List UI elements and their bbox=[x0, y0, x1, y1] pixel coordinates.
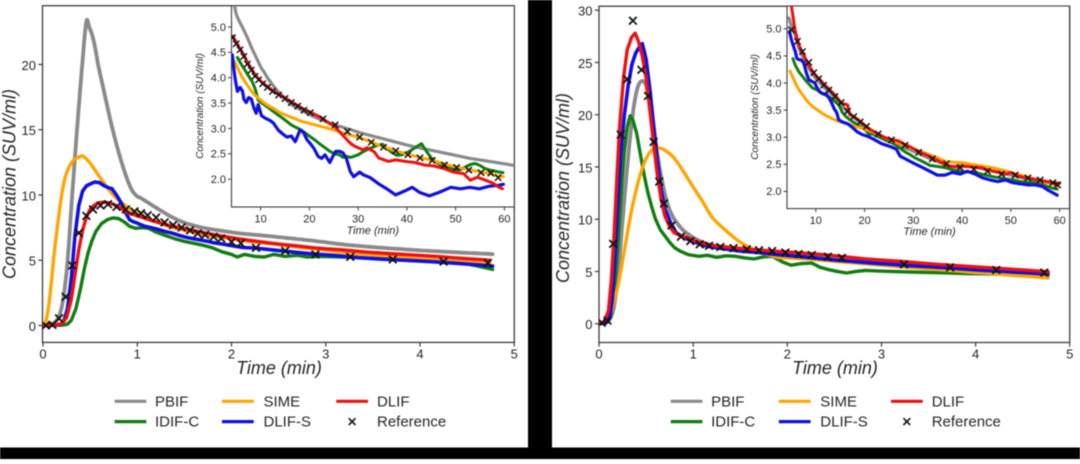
svg-text:DLIF-S: DLIF-S bbox=[264, 414, 312, 431]
svg-text:Reference: Reference bbox=[377, 414, 446, 431]
svg-text:1: 1 bbox=[690, 346, 697, 361]
svg-text:PBIF: PBIF bbox=[155, 393, 188, 410]
svg-text:30: 30 bbox=[907, 215, 919, 227]
svg-text:10: 10 bbox=[810, 215, 822, 227]
svg-text:5: 5 bbox=[511, 346, 518, 361]
svg-text:3.0: 3.0 bbox=[211, 123, 226, 135]
svg-text:Concentration (SUV/ml): Concentration (SUV/ml) bbox=[0, 89, 20, 279]
svg-text:30: 30 bbox=[352, 213, 364, 225]
svg-text:4.5: 4.5 bbox=[211, 47, 226, 59]
svg-text:Reference: Reference bbox=[932, 414, 1001, 431]
svg-text:20: 20 bbox=[303, 213, 315, 225]
svg-text:5: 5 bbox=[29, 254, 36, 269]
svg-text:3: 3 bbox=[322, 346, 329, 361]
svg-text:15: 15 bbox=[578, 161, 592, 176]
svg-text:0: 0 bbox=[585, 317, 592, 332]
svg-text:Concentration (SUV/ml): Concentration (SUV/ml) bbox=[553, 93, 573, 283]
svg-text:3.0: 3.0 bbox=[766, 132, 781, 144]
svg-text:25: 25 bbox=[578, 56, 592, 71]
svg-text:2.0: 2.0 bbox=[766, 186, 781, 198]
svg-text:Time (min): Time (min) bbox=[236, 358, 322, 378]
svg-text:5: 5 bbox=[585, 265, 592, 280]
svg-text:Time (min): Time (min) bbox=[792, 358, 878, 378]
svg-text:Time (min): Time (min) bbox=[903, 226, 956, 238]
svg-text:3.5: 3.5 bbox=[766, 105, 781, 117]
svg-text:DLIF: DLIF bbox=[932, 393, 965, 410]
svg-text:40: 40 bbox=[956, 215, 968, 227]
svg-text:3.5: 3.5 bbox=[211, 98, 226, 110]
svg-text:4: 4 bbox=[972, 346, 979, 361]
svg-text:0: 0 bbox=[29, 319, 36, 334]
svg-text:2: 2 bbox=[784, 346, 791, 361]
svg-text:SIME: SIME bbox=[820, 393, 857, 410]
svg-text:4: 4 bbox=[416, 346, 423, 361]
svg-text:2.0: 2.0 bbox=[211, 174, 226, 186]
svg-text:2.5: 2.5 bbox=[766, 159, 781, 171]
svg-text:DLIF: DLIF bbox=[377, 393, 410, 410]
svg-text:4.0: 4.0 bbox=[211, 73, 226, 85]
svg-text:50: 50 bbox=[449, 213, 461, 225]
svg-text:IDIF-C: IDIF-C bbox=[155, 414, 199, 431]
svg-text:Concentration (SUV/ml): Concentration (SUV/ml) bbox=[195, 53, 206, 159]
svg-text:30: 30 bbox=[578, 4, 592, 19]
svg-text:2.5: 2.5 bbox=[211, 149, 226, 161]
svg-text:20: 20 bbox=[22, 58, 36, 73]
svg-text:4.0: 4.0 bbox=[766, 78, 781, 90]
svg-text:20: 20 bbox=[858, 215, 870, 227]
svg-text:DLIF-S: DLIF-S bbox=[820, 414, 868, 431]
svg-text:0: 0 bbox=[39, 346, 46, 361]
svg-text:60: 60 bbox=[1053, 215, 1065, 227]
svg-text:40: 40 bbox=[401, 213, 413, 225]
svg-text:5.0: 5.0 bbox=[211, 22, 226, 34]
svg-text:1: 1 bbox=[134, 346, 141, 361]
svg-text:IDIF-C: IDIF-C bbox=[711, 414, 755, 431]
svg-text:5.0: 5.0 bbox=[766, 24, 781, 36]
svg-text:50: 50 bbox=[1005, 215, 1017, 227]
svg-text:5: 5 bbox=[1066, 346, 1073, 361]
svg-text:15: 15 bbox=[22, 123, 36, 138]
svg-text:60: 60 bbox=[498, 213, 510, 225]
svg-text:Time (min): Time (min) bbox=[347, 225, 400, 237]
svg-text:4.5: 4.5 bbox=[766, 51, 781, 63]
svg-text:2: 2 bbox=[228, 346, 235, 361]
svg-text:3: 3 bbox=[878, 346, 885, 361]
svg-text:SIME: SIME bbox=[264, 393, 301, 410]
svg-text:10: 10 bbox=[22, 189, 36, 204]
svg-text:PBIF: PBIF bbox=[711, 393, 744, 410]
svg-text:10: 10 bbox=[578, 213, 592, 228]
svg-text:Concentration (SUV/ml): Concentration (SUV/ml) bbox=[750, 54, 761, 160]
svg-text:10: 10 bbox=[254, 213, 266, 225]
svg-text:0: 0 bbox=[595, 346, 602, 361]
svg-text:20: 20 bbox=[578, 108, 592, 123]
